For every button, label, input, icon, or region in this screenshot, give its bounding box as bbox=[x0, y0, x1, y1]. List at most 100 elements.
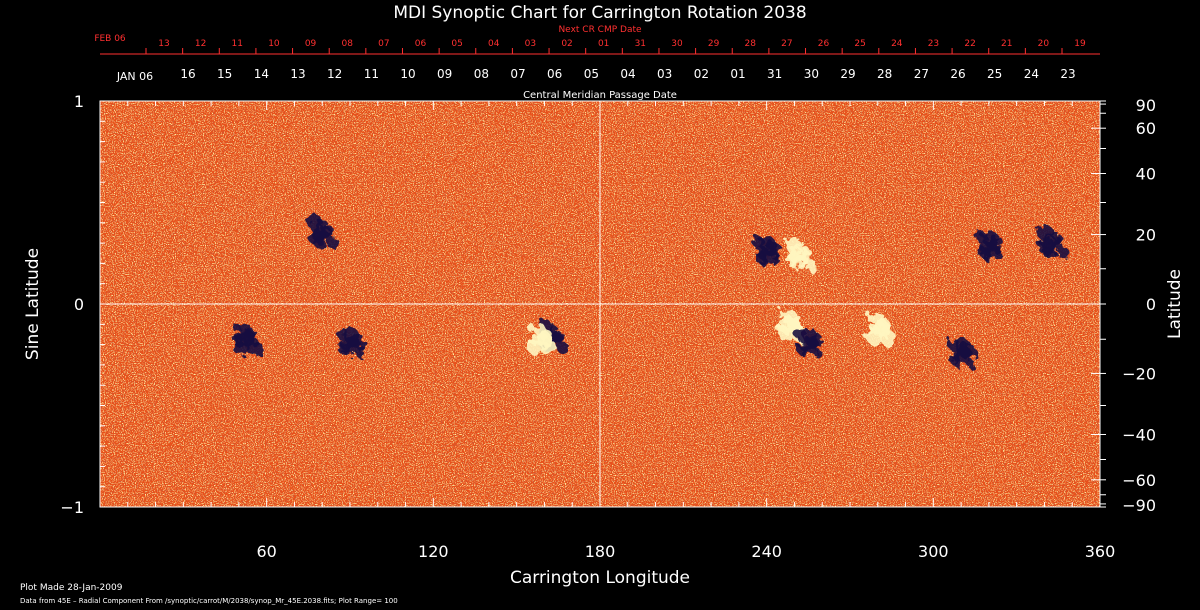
active-region-negative bbox=[794, 327, 807, 340]
chart-title: MDI Synoptic Chart for Carrington Rotati… bbox=[393, 3, 806, 23]
cmp-label: Central Meridian Passage Date bbox=[523, 90, 677, 101]
next-date-label: 30 bbox=[671, 39, 683, 49]
next-date-label: 23 bbox=[928, 39, 939, 49]
next-date-label: 20 bbox=[1038, 39, 1050, 49]
y-right-tick-label: 0 bbox=[1146, 295, 1156, 314]
y-left-tick-label: 1 bbox=[74, 92, 84, 111]
x-tick-label: 240 bbox=[751, 542, 782, 561]
y-axis-left-label: Sine Latitude bbox=[23, 248, 43, 360]
y-right-tick-label: 20 bbox=[1136, 226, 1156, 245]
next-date-label: 10 bbox=[268, 39, 280, 49]
date-label: 02 bbox=[694, 67, 709, 81]
x-axis-label: Carrington Longitude bbox=[510, 568, 690, 588]
y-right-tick-label: −60 bbox=[1122, 471, 1156, 490]
next-date-label: 11 bbox=[232, 39, 243, 49]
next-date-label: 28 bbox=[745, 39, 757, 49]
y-left-tick-labels: 1 0 −1 bbox=[60, 92, 84, 517]
active-region-negative bbox=[326, 236, 339, 249]
date-label: 23 bbox=[1060, 67, 1075, 81]
active-region-negative bbox=[1043, 245, 1056, 258]
active-region-positive bbox=[527, 323, 536, 332]
active-region-negative bbox=[336, 327, 349, 340]
date-label: 25 bbox=[987, 67, 1002, 81]
x-tick-labels: 60 120 180 240 300 360 bbox=[256, 542, 1115, 561]
x-tick-label: 180 bbox=[585, 542, 616, 561]
next-date-label: 25 bbox=[854, 39, 865, 49]
y-left-tick-label: 0 bbox=[74, 295, 84, 314]
date-label: 11 bbox=[364, 67, 379, 81]
date-label: 01 bbox=[730, 67, 745, 81]
active-region-negative bbox=[232, 323, 241, 332]
y-axis-right-label: Latitude bbox=[1165, 269, 1185, 339]
next-date-label: 13 bbox=[158, 39, 169, 49]
footer-plot-made: Plot Made 28-Jan-2009 bbox=[20, 583, 123, 593]
next-month-label: FEB 06 bbox=[94, 34, 126, 44]
next-cr-label: Next CR CMP Date bbox=[558, 25, 642, 35]
active-region-positive bbox=[866, 313, 875, 322]
active-region-negative bbox=[322, 229, 331, 238]
date-label: 31 bbox=[767, 67, 782, 81]
active-region-positive bbox=[790, 257, 803, 270]
active-region-negative bbox=[312, 235, 325, 248]
active-region-negative bbox=[947, 338, 960, 351]
next-date-label: 08 bbox=[341, 39, 353, 49]
active-region-negative bbox=[752, 236, 765, 249]
active-region-positive bbox=[799, 252, 808, 261]
active-region-positive bbox=[536, 333, 549, 346]
next-date-label: 02 bbox=[561, 39, 572, 49]
next-date-label: 29 bbox=[708, 39, 720, 49]
month-label: JAN 06 bbox=[116, 70, 153, 83]
y-right-tick-label: 60 bbox=[1136, 119, 1156, 138]
date-label: 28 bbox=[877, 67, 892, 81]
y-right-tick-labels: 90 60 40 20 0 −20 −40 −60 −90 bbox=[1122, 96, 1156, 515]
y-right-tick-label: 40 bbox=[1136, 165, 1156, 184]
active-region-negative bbox=[804, 337, 821, 354]
active-region-negative bbox=[552, 335, 561, 344]
next-date-label: 04 bbox=[488, 39, 500, 49]
x-tick-label: 300 bbox=[918, 542, 949, 561]
y-right-tick-label: −40 bbox=[1122, 425, 1156, 444]
next-date-label: 03 bbox=[525, 39, 536, 49]
date-label: 27 bbox=[914, 67, 929, 81]
x-tick-label: 60 bbox=[256, 542, 276, 561]
date-label: 13 bbox=[290, 67, 305, 81]
next-date-label: 22 bbox=[964, 39, 975, 49]
next-date-label: 21 bbox=[1001, 39, 1012, 49]
date-label: 24 bbox=[1024, 67, 1039, 81]
date-label: 16 bbox=[180, 67, 195, 81]
active-region-positive bbox=[777, 309, 786, 318]
date-label: 07 bbox=[510, 67, 525, 81]
next-date-label: 24 bbox=[891, 39, 903, 49]
active-region-negative bbox=[242, 333, 255, 346]
y-right-tick-label: −20 bbox=[1122, 364, 1156, 383]
x-tick-label: 120 bbox=[418, 542, 449, 561]
next-date-label: 26 bbox=[818, 39, 830, 49]
y-right-tick-label: 90 bbox=[1136, 96, 1156, 115]
date-label: 15 bbox=[217, 67, 232, 81]
date-label: 03 bbox=[657, 67, 672, 81]
active-region-positive bbox=[875, 323, 888, 336]
active-region-negative bbox=[556, 342, 569, 355]
date-label: 12 bbox=[327, 67, 342, 81]
date-label: 29 bbox=[840, 67, 855, 81]
date-label: 26 bbox=[950, 67, 965, 81]
active-region-positive bbox=[804, 258, 817, 271]
date-label: 10 bbox=[400, 67, 415, 81]
next-date-label: 19 bbox=[1074, 39, 1086, 49]
next-dates-axis: 13 12 11 10 09 08 07 06 05 04 03 02 01 31 30 29 28 27 26 25… bbox=[145, 39, 1086, 54]
active-region-positive bbox=[784, 236, 801, 253]
active-region-negative bbox=[762, 246, 779, 263]
active-region-negative bbox=[1056, 246, 1069, 259]
date-label: 05 bbox=[584, 67, 599, 81]
footer-data-source: Data from 45E – Radial Component From /s… bbox=[20, 597, 398, 605]
y-right-tick-label: −90 bbox=[1122, 496, 1156, 515]
next-date-label: 09 bbox=[305, 39, 317, 49]
active-region-negative bbox=[345, 337, 362, 354]
axis-ticks bbox=[99, 100, 1106, 508]
active-region-negative bbox=[1037, 224, 1054, 241]
active-region-negative bbox=[984, 240, 1001, 257]
next-date-label: 07 bbox=[378, 39, 389, 49]
active-region-negative bbox=[975, 230, 988, 243]
x-tick-label: 360 bbox=[1085, 542, 1116, 561]
